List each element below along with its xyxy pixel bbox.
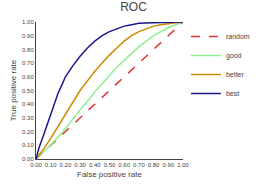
svg-text:best: best bbox=[226, 90, 239, 97]
svg-text:ROC: ROC bbox=[120, 0, 147, 14]
svg-text:0.50: 0.50 bbox=[104, 162, 116, 168]
svg-text:random: random bbox=[226, 33, 250, 40]
svg-text:0.80: 0.80 bbox=[22, 47, 34, 53]
svg-text:0.20: 0.20 bbox=[22, 129, 34, 135]
svg-text:0.80: 0.80 bbox=[148, 162, 160, 168]
svg-text:0.20: 0.20 bbox=[60, 162, 72, 168]
svg-text:True positive rate: True positive rate bbox=[9, 59, 18, 121]
svg-text:1.00: 1.00 bbox=[22, 19, 34, 25]
svg-text:0.30: 0.30 bbox=[74, 162, 86, 168]
svg-text:0.10: 0.10 bbox=[45, 162, 57, 168]
svg-text:False positive rate: False positive rate bbox=[77, 170, 142, 179]
svg-text:better: better bbox=[226, 71, 245, 78]
svg-text:0.10: 0.10 bbox=[22, 142, 34, 148]
svg-text:0.00: 0.00 bbox=[30, 162, 42, 168]
svg-text:0.40: 0.40 bbox=[22, 101, 34, 107]
svg-text:good: good bbox=[226, 52, 242, 60]
svg-text:0.40: 0.40 bbox=[89, 162, 101, 168]
svg-text:0.70: 0.70 bbox=[22, 60, 34, 66]
svg-text:1.00: 1.00 bbox=[177, 162, 189, 168]
svg-text:0.00: 0.00 bbox=[22, 156, 34, 162]
svg-text:0.90: 0.90 bbox=[162, 162, 174, 168]
svg-text:0.60: 0.60 bbox=[118, 162, 130, 168]
svg-text:0.60: 0.60 bbox=[22, 74, 34, 80]
svg-text:0.30: 0.30 bbox=[22, 115, 34, 121]
svg-text:0.50: 0.50 bbox=[22, 88, 34, 94]
svg-text:0.70: 0.70 bbox=[133, 162, 145, 168]
svg-text:0.90: 0.90 bbox=[22, 33, 34, 39]
